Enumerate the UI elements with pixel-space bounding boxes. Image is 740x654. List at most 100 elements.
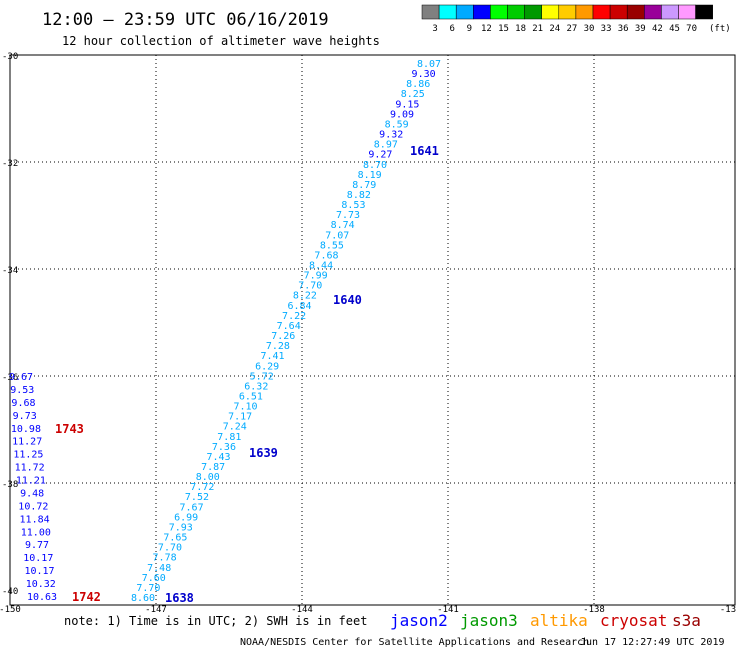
legend-tick-label: 27 [566,24,577,34]
legend-swatch [507,4,525,20]
footer-timestamp: Jun 17 12:27:49 UTC 2019 [580,637,725,648]
wave-height-reading: 10.17 [24,566,54,577]
latitude-tick-label: -36 [2,373,18,383]
wave-height-reading: 8.60 [131,593,155,604]
page-title: 12:00 – 23:59 UTC 06/16/2019 [42,10,329,30]
legend-tick-label: 24 [549,24,560,34]
wave-height-reading: 10.72 [18,501,48,512]
legend-swatch [541,4,560,20]
wave-height-reading: 7.28 [266,341,290,352]
wave-height-reading: 7.48 [147,563,171,574]
legend-swatch [455,4,474,20]
latitude-tick-label: -30 [2,52,18,62]
wave-height-reading: 8.22 [293,291,317,302]
wave-height-reading: 8.00 [196,472,220,483]
wave-height-reading: 7.36 [212,442,236,453]
wave-height-reading: 9.53 [10,385,34,396]
wave-height-reading: 5.72 [250,371,274,382]
legend-tick-label: 12 [481,24,492,34]
legend-tick-label: 33 [601,24,612,34]
legend-swatch [558,4,577,20]
wave-height-reading: 8.70 [363,160,387,171]
wave-height-reading: 11.27 [12,437,42,448]
satellite-legend-altika: altika [530,611,588,630]
wave-height-reading: 7.70 [298,281,322,292]
legend-swatch [695,4,713,20]
track-time-label: 1640 [333,293,362,307]
wave-height-reading: 8.59 [385,119,409,130]
wave-height-reading: 9.27 [368,150,392,161]
wave-height-reading: 6.29 [255,361,279,372]
legend-swatch [609,4,628,20]
wave-height-reading: 9.15 [395,99,419,110]
wave-height-reading: 8.53 [341,200,365,211]
legend-tick-label: 15 [498,24,509,34]
wave-height-reading: 8.82 [347,190,371,201]
legend-swatch [644,4,662,20]
wave-height-reading: 7.60 [142,573,166,584]
wave-height-reading: 11.21 [16,476,46,487]
legend-tick-label: 36 [618,24,629,34]
wave-height-reading: 7.70 [158,543,182,554]
legend-tick-label: 30 [584,24,595,34]
wave-height-reading: 8.44 [309,261,333,272]
wave-height-reading: 10.17 [23,553,53,564]
wave-height-reading: 7.70 [136,583,160,594]
wave-height-reading: 7.26 [271,331,295,342]
wave-height-reading: 8.19 [358,170,382,181]
wave-height-reading: 8.97 [374,140,398,151]
wave-height-reading: 7.93 [169,522,193,533]
wave-height-reading: 7.78 [153,553,177,564]
lat-lon-grid [9,54,736,606]
track-time-label: 1638 [165,591,194,605]
latitude-tick-label: -32 [2,159,18,169]
legend-swatch [524,4,542,20]
track-time-label: 1641 [410,144,439,158]
wave-height-reading: 7.72 [190,482,214,493]
satellite-legend-s3a: s3a [672,611,701,630]
wave-height-reading: 7.07 [325,230,349,241]
page-subtitle: 12 hour collection of altimeter wave hei… [62,34,380,48]
longitude-tick-label: -150 [0,605,21,615]
wave-height-reading: 9.77 [25,540,49,551]
legend-swatch [421,4,440,20]
longitude-tick-label: -13 [720,605,736,615]
legend-tick-label: 70 [686,24,697,34]
wave-height-reading: 8.74 [331,220,355,231]
wave-height-reading: 8.07 [417,59,441,70]
color-scale-legend: 3 6 9 12 15 18 21 24 27 30 33 36 39 42 45 70 [421,4,713,34]
legend-tick-label: 3 [432,24,437,34]
footer-note: note: 1) Time is in UTC; 2) SWH is in fe… [64,614,367,628]
legend-swatch [592,4,611,20]
wave-height-reading: 8.79 [352,180,376,191]
legend-swatch [438,4,457,20]
legend-swatch [661,4,679,20]
track-time-label: 1742 [72,590,101,604]
latitude-tick-label: -40 [2,587,18,597]
wave-height-reading: 7.99 [304,271,328,282]
wave-height-reading: 6.51 [239,391,263,402]
map-frame [9,54,736,606]
wave-height-reading: 7.67 [180,502,204,513]
wave-height-reading: 7.22 [282,311,306,322]
wave-height-reading: 7.52 [185,492,209,503]
latitude-tick-label: -38 [2,480,18,490]
wave-height-reading: 7.43 [207,452,231,463]
latitude-tick-label: -34 [2,266,18,276]
wave-height-reading: 7.64 [277,321,301,332]
longitude-tick-label: -141 [437,605,459,615]
wave-height-reading: 9.67 [9,372,33,383]
legend-tick-label: 18 [515,24,526,34]
footer-credit: NOAA/NESDIS Center for Satellite Applica… [240,637,589,648]
longitude-tick-label: -144 [291,605,313,615]
legend-tick-label: 21 [532,24,543,34]
longitude-tick-label: -138 [583,605,605,615]
satellite-tracks: 8.079.308.868.259.159.098.599.328.979.27… [9,59,441,605]
legend-tick-label: 6 [449,24,454,34]
wave-height-reading: 9.68 [11,398,35,409]
wave-height-reading: 7.81 [217,432,241,443]
wave-height-reading: 9.09 [390,109,414,120]
track-time-label: 1743 [55,422,84,436]
